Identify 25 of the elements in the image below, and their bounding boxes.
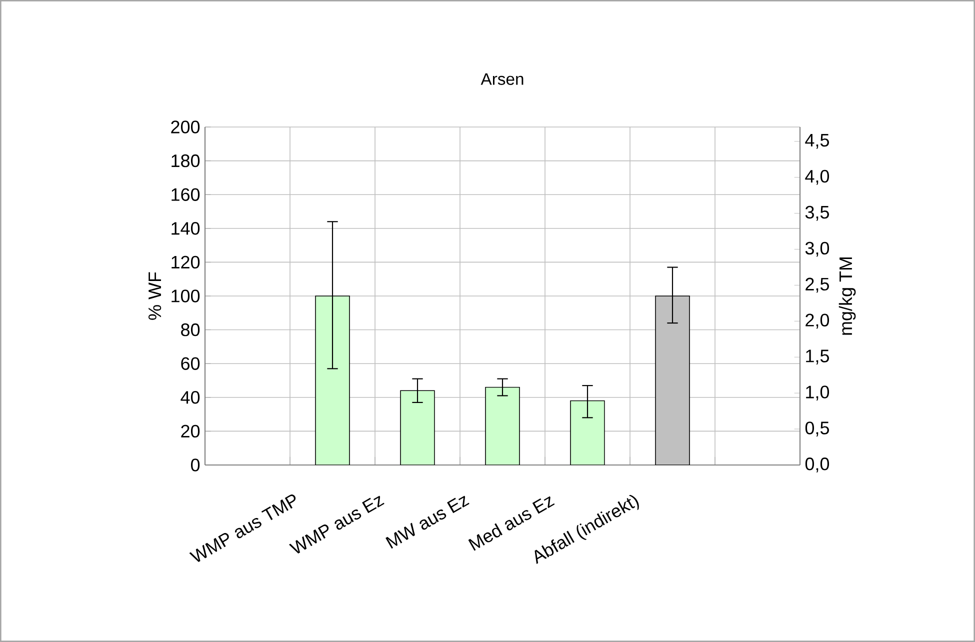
y-tick-label: 80 xyxy=(181,323,200,336)
y-tick-label: 0 xyxy=(190,458,200,472)
y2-axis-title: mg/kg TM xyxy=(838,257,856,335)
y2-tick-label: 0,5 xyxy=(805,422,829,436)
y2-tick-label: 2,5 xyxy=(806,278,829,293)
y2-tick-label: 1,0 xyxy=(806,386,830,401)
y2-tick-label: 1,5 xyxy=(806,350,829,364)
y-tick-label: 20 xyxy=(181,424,200,438)
y-tick-label: 180 xyxy=(172,154,200,168)
y2-tick-label: 4,0 xyxy=(805,170,830,185)
y2-tick-label: 4,5 xyxy=(805,134,829,149)
y-tick-label: 120 xyxy=(172,256,200,269)
y-tick-label: 60 xyxy=(181,357,200,370)
y-tick-label: 140 xyxy=(172,222,200,235)
y2-tick-label: 2,0 xyxy=(806,314,830,329)
y-tick-label: 160 xyxy=(172,188,200,201)
chart-title: Arsen xyxy=(480,73,524,85)
y-tick-label: 200 xyxy=(171,120,200,134)
y-axis-title: % WF xyxy=(148,272,162,320)
y-tick-label: 100 xyxy=(172,290,200,302)
y2-tick-label: 3,5 xyxy=(805,206,829,221)
y-tick-label: 40 xyxy=(180,391,200,404)
y2-tick-label: 3,0 xyxy=(805,242,830,257)
x-tick-label: MW aus Ez xyxy=(386,496,470,549)
y2-tick-label: 0,0 xyxy=(805,458,830,472)
